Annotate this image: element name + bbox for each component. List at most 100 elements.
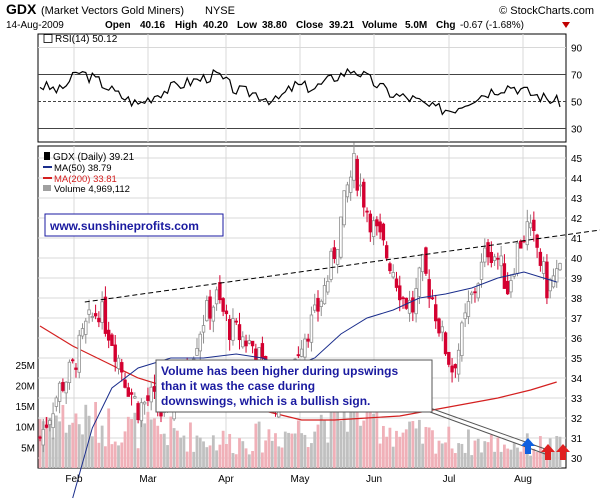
volume-bar [234,454,238,468]
price-tick-label: 34 [571,374,583,385]
volume-tick-label: 10M [16,423,35,434]
candle-body [84,320,88,335]
volume-bar [388,427,392,468]
candle-body [48,420,52,426]
high-value: 40.20 [203,20,228,31]
candle-body [492,256,497,262]
candle-body [548,278,552,292]
price-tick-label: 37 [571,314,583,325]
volume-bar [519,451,523,468]
exchange: NYSE [205,5,235,17]
volume-bar [532,448,536,468]
candle-body [437,318,441,334]
volume-bar [431,430,434,468]
volume-bar [87,415,91,468]
candle-body [332,247,337,260]
volume-bar [512,443,516,468]
rsi-tick-label: 30 [571,125,583,136]
candle-body [227,319,232,340]
volume-bar [365,387,369,468]
volume-bar [189,422,192,468]
candle-body [450,365,454,373]
volume-bar [457,443,461,468]
trend-line [84,229,600,303]
candle-body [237,324,242,341]
annotation-box [155,359,433,413]
candle-body [93,313,98,317]
volume-bar [251,451,254,468]
volume-bar [381,425,385,468]
price-panel [37,145,567,469]
candle-body [77,334,81,373]
volume-bar [113,441,117,468]
candle-body [142,401,147,405]
price-tick-label: 35 [571,354,583,365]
volume-bar [545,453,549,468]
candle-body [41,429,45,446]
volume-bar [45,416,48,468]
candle-body [486,242,490,258]
x-tick-label: Aug [514,474,532,485]
candle-body [244,340,248,347]
candle-body [329,250,333,280]
volume-bar [493,451,496,468]
candle-body [306,338,310,342]
price-tick-label: 44 [571,174,583,185]
candle-body [254,348,258,360]
volume-bar [447,426,451,468]
candle-body [231,318,235,341]
candle-body [260,343,265,359]
candle-body [496,257,500,260]
volume-bar [453,453,457,468]
volume-bar [300,433,304,468]
candle-body [71,359,75,362]
candle-body [365,210,369,213]
volume-bar [401,432,405,468]
volume-bar [153,418,156,468]
volume-bar [195,435,199,468]
candle-body [545,261,549,299]
candle-body [447,351,451,365]
candle-body [443,332,448,355]
volume-bar [202,441,205,468]
volume-bar [542,451,546,468]
volume-bar [319,414,323,468]
price-tick-label: 32 [571,414,583,425]
candle-body [205,300,209,322]
candle-body [97,317,101,323]
volume-bar [296,420,300,468]
volume-bar [414,428,418,468]
candle-body [313,304,317,311]
open-value: 40.16 [140,20,165,31]
x-tick-label: Mar [139,474,157,485]
volume-bar [139,412,143,468]
price-legend: GDX (Daily) 39.21 MA(50) 38.79 MA(200) 3… [43,152,135,195]
volume-tick-label: 5M [21,443,35,454]
close-label: Close [296,20,324,31]
candle-body [208,296,212,319]
volume-bar [499,451,503,468]
volume-bar [506,448,510,468]
price-tick-label: 41 [571,234,583,245]
volume-bar [483,441,487,468]
price-tick-label: 40 [571,254,583,265]
candle-body [116,357,121,369]
volume-bar [467,429,470,468]
volume-bar [260,452,264,468]
candle-body [453,364,458,369]
volume-bar [476,438,480,468]
ma200-line [39,325,557,421]
volume-bar [81,434,84,468]
volume-bar [247,454,251,468]
candle-body [146,395,150,401]
down-triangle-icon [562,22,570,28]
x-tick-label: May [291,474,310,485]
candle-body [401,297,405,300]
volume-bar [221,430,225,468]
volume-bar [339,421,343,468]
volume-bar [225,443,228,468]
volume-bar [503,444,506,468]
candle-body [558,262,562,271]
volume-bar [293,433,297,468]
candle-body [80,328,85,337]
